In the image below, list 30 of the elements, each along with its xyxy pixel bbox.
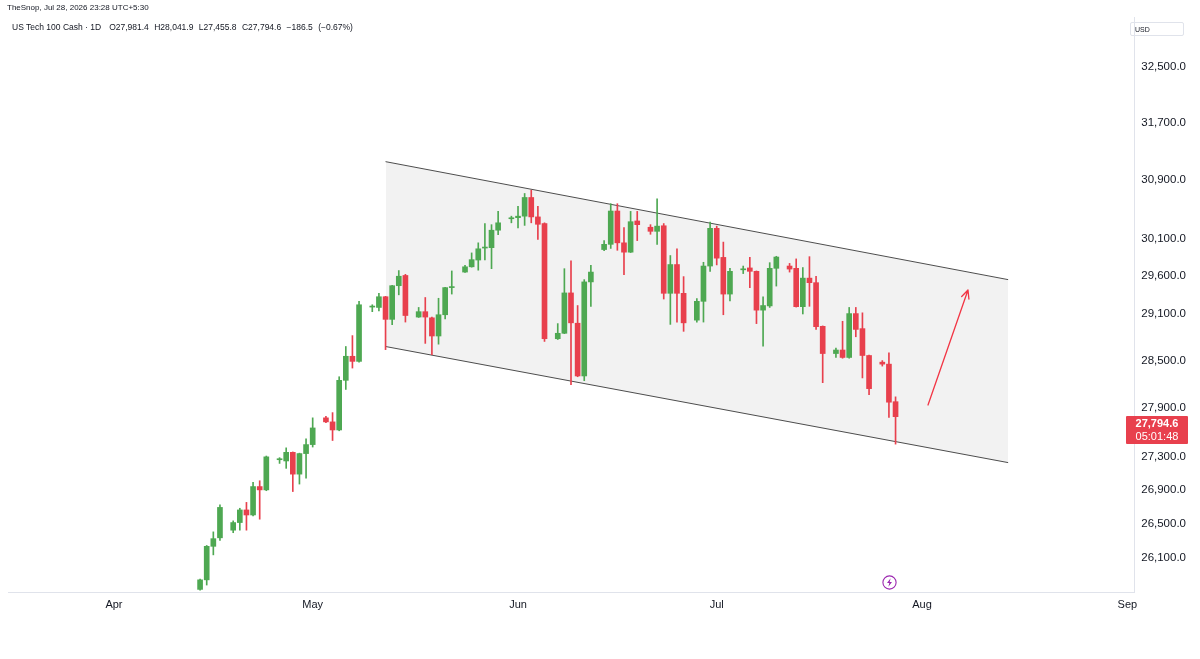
x-tick-label: May <box>302 597 324 610</box>
x-tick-label: Apr <box>105 597 123 610</box>
text: 05:01:48 <box>1135 429 1179 442</box>
y-tick-label: 26,900.0 <box>1141 483 1186 496</box>
y-tick-label: 32,500.0 <box>1141 59 1186 72</box>
y-tick-label: 28,500.0 <box>1141 353 1186 366</box>
x-tick-label: Aug <box>912 597 932 610</box>
y-tick-label: 29,100.0 <box>1141 307 1186 320</box>
text: TheSnop, Jul 28, 2026 23:28 UTC+5:30 <box>7 3 149 12</box>
y-tick-label: 30,900.0 <box>1141 172 1186 185</box>
candlestick <box>654 198 660 245</box>
candlestick <box>634 211 641 241</box>
y-tick-label: 27,900.0 <box>1141 401 1186 414</box>
text: US Tech 100 Cash · 1D <box>12 22 102 33</box>
candlestick <box>568 260 574 385</box>
text: 27,794.6 <box>1135 416 1179 429</box>
candlestick <box>621 227 627 276</box>
x-tick-label: Sep <box>1117 597 1138 610</box>
y-tick-label: 31,700.0 <box>1141 115 1186 128</box>
y-tick-label: 30,100.0 <box>1141 231 1186 244</box>
candlestick <box>588 264 594 307</box>
candlestick <box>256 480 263 520</box>
text: O27,981.4 H28,041.9 L27,455.8 C27,794.6 −186.5 (−0.67%) <box>109 22 353 33</box>
y-tick-label: 26,500.0 <box>1141 516 1186 529</box>
candlestick <box>422 297 429 344</box>
x-tick-label: Jul <box>709 597 724 610</box>
y-tick-label: 27,300.0 <box>1141 450 1186 463</box>
x-tick-label: Jun <box>509 597 527 610</box>
y-tick-label: 26,100.0 <box>1141 550 1186 563</box>
y-tick-label: 29,600.0 <box>1141 269 1186 282</box>
